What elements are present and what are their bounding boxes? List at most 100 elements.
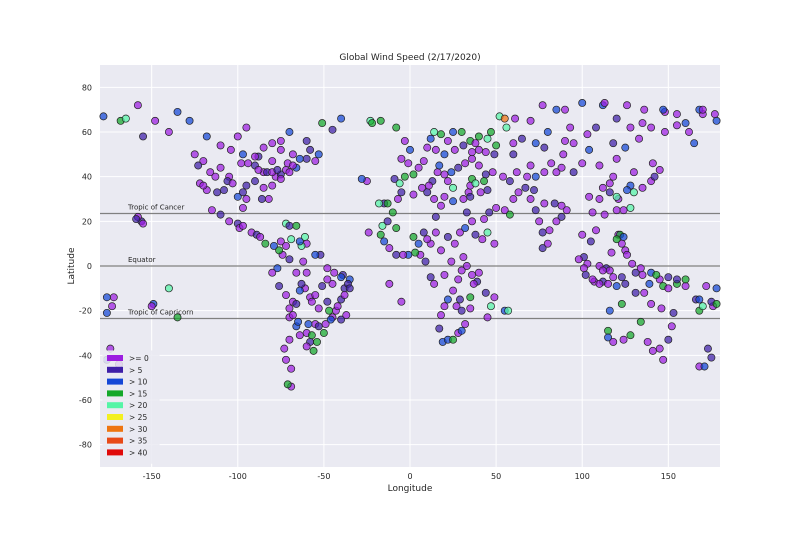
data-point — [132, 215, 141, 224]
data-point — [400, 136, 409, 145]
data-point — [376, 116, 385, 125]
data-point — [455, 295, 464, 304]
data-point — [492, 141, 501, 150]
data-point — [667, 322, 676, 331]
data-point — [139, 132, 148, 141]
data-point — [233, 132, 242, 141]
data-point — [364, 228, 373, 237]
data-point — [164, 128, 173, 136]
data-point — [543, 128, 552, 136]
data-point — [435, 161, 444, 170]
data-point — [481, 288, 490, 297]
data-point — [619, 335, 628, 344]
data-point — [421, 257, 430, 266]
data-point — [383, 217, 392, 226]
data-point — [297, 279, 306, 288]
data-point — [295, 286, 304, 295]
data-point — [538, 101, 547, 110]
data-point — [304, 320, 313, 329]
data-point — [406, 145, 414, 154]
data-point — [454, 163, 463, 172]
data-point — [368, 119, 377, 128]
data-point — [550, 199, 559, 208]
data-point — [698, 105, 707, 114]
data-point — [207, 206, 216, 215]
data-point — [579, 264, 588, 273]
data-point — [612, 235, 621, 244]
data-point — [685, 128, 693, 136]
legend-swatch — [107, 402, 123, 409]
legend-swatch — [107, 390, 123, 397]
data-point — [478, 235, 487, 244]
data-point — [626, 203, 635, 212]
data-point — [285, 168, 294, 177]
data-point — [535, 217, 544, 226]
data-point — [561, 105, 569, 114]
y-axis-label: Latitude — [67, 247, 77, 285]
data-point — [609, 172, 618, 181]
data-point — [285, 221, 294, 230]
data-point — [604, 326, 613, 335]
data-point — [586, 237, 595, 246]
data-point — [294, 317, 303, 326]
data-point — [443, 177, 452, 186]
data-point — [375, 199, 383, 208]
data-point — [502, 123, 511, 132]
data-point — [443, 295, 452, 304]
data-point — [578, 99, 587, 107]
data-point — [690, 139, 699, 148]
legend-swatch — [107, 437, 123, 444]
data-point — [659, 105, 668, 114]
data-point — [509, 139, 518, 148]
data-point — [443, 233, 452, 241]
data-point — [511, 114, 520, 123]
data-point — [454, 275, 463, 284]
data-point — [337, 315, 346, 324]
data-point — [588, 208, 597, 217]
data-point — [605, 188, 614, 197]
data-point — [640, 105, 649, 114]
data-point — [647, 123, 656, 132]
data-point — [440, 302, 449, 311]
data-point — [449, 183, 458, 192]
data-point — [199, 157, 208, 165]
data-point — [259, 143, 268, 152]
data-point — [244, 159, 253, 168]
data-point — [409, 170, 418, 179]
data-point — [557, 201, 566, 210]
y-tick-label: -20 — [79, 307, 92, 316]
data-point — [559, 150, 568, 159]
data-point — [595, 195, 604, 203]
data-point — [440, 270, 449, 279]
data-point — [447, 168, 456, 177]
data-point — [609, 139, 618, 148]
data-point — [139, 219, 148, 228]
data-point — [285, 335, 294, 344]
data-point — [440, 150, 449, 159]
data-point — [419, 157, 428, 165]
data-point — [540, 168, 549, 177]
data-point — [650, 172, 659, 181]
data-point — [268, 139, 277, 148]
data-point — [342, 311, 351, 320]
data-point — [619, 233, 628, 241]
data-point — [712, 300, 721, 308]
data-point — [409, 190, 418, 199]
data-point — [457, 306, 466, 315]
data-point — [700, 362, 709, 371]
data-point — [328, 125, 337, 134]
data-point — [437, 246, 445, 255]
data-point — [302, 268, 311, 277]
legend-label: > 5 — [129, 366, 143, 375]
legend-swatch — [107, 449, 123, 456]
data-point — [211, 172, 220, 181]
data-point — [397, 154, 406, 163]
reference-line-label: Equator — [128, 256, 156, 264]
x-tick-label: 150 — [661, 472, 676, 481]
data-point — [552, 105, 561, 114]
data-point — [459, 195, 468, 203]
data-point — [108, 302, 117, 311]
data-point — [251, 152, 259, 161]
data-point — [418, 183, 427, 192]
data-point — [648, 159, 657, 168]
